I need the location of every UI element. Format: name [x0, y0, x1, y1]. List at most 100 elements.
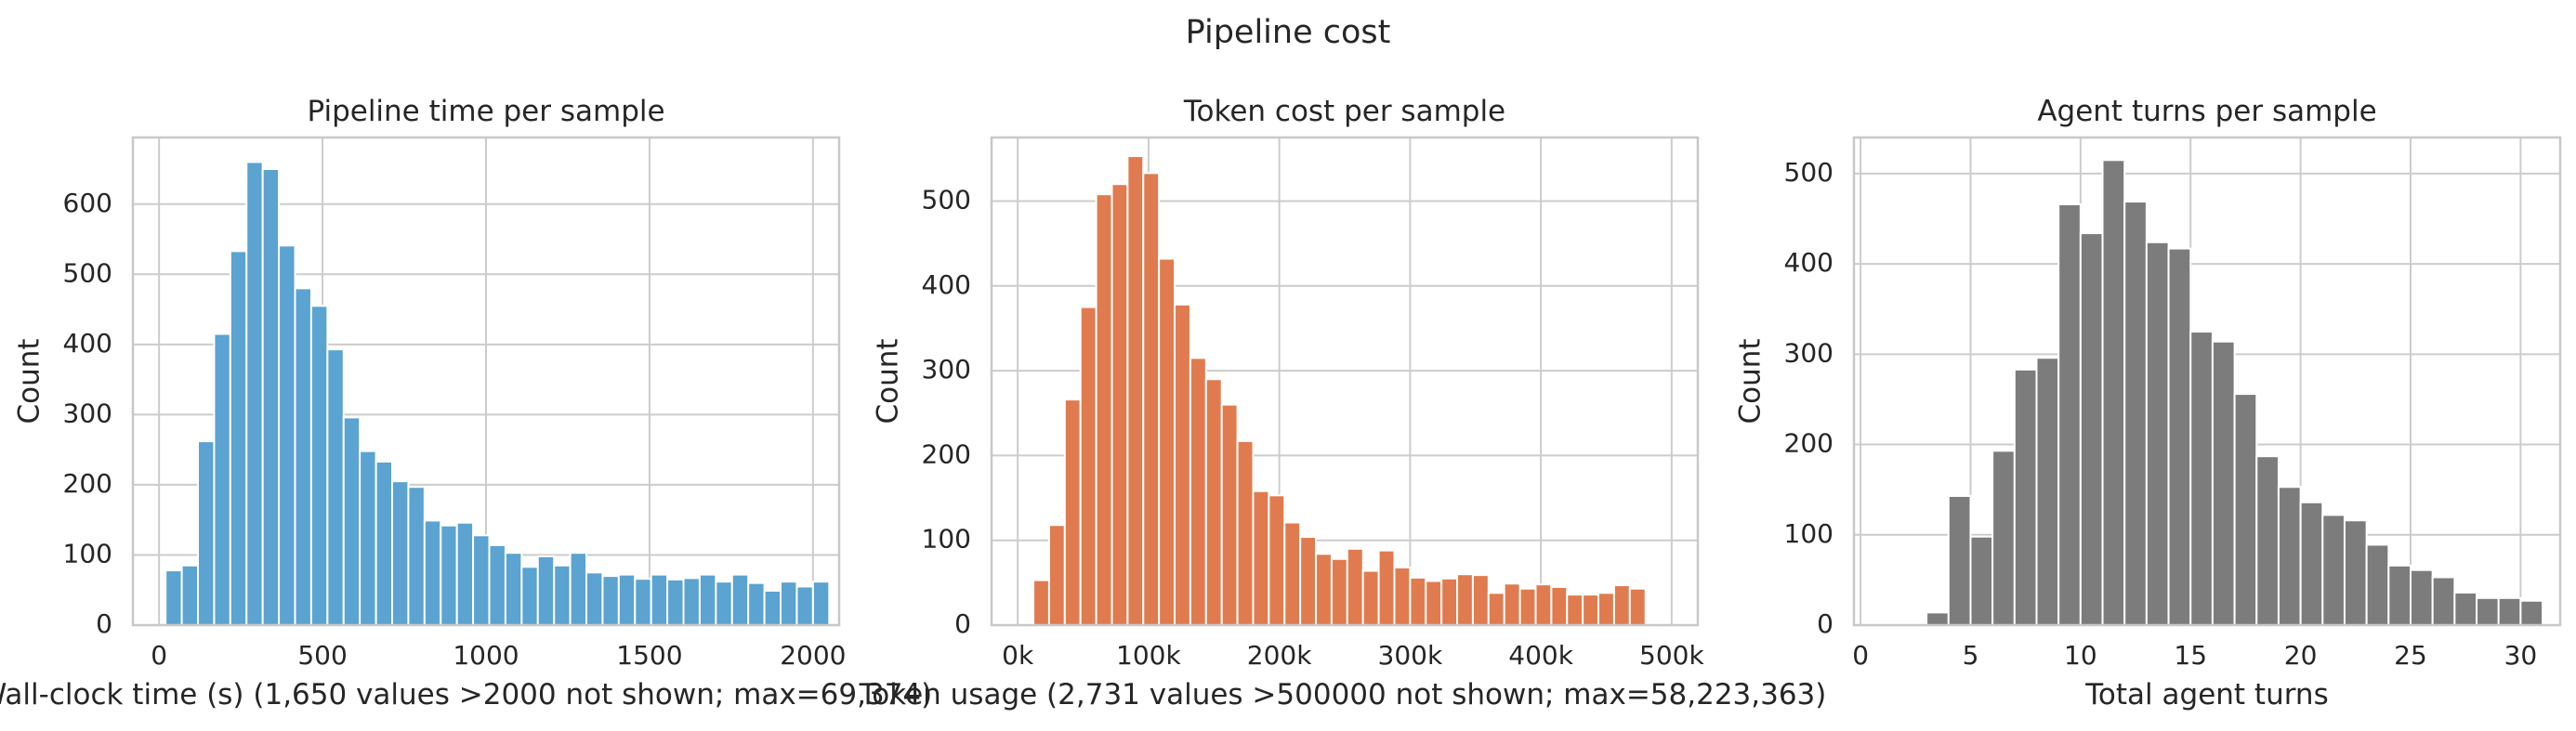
x-tick-label: 25: [2394, 640, 2427, 671]
histogram-bar: [1174, 303, 1191, 626]
histogram-bar: [2431, 576, 2456, 627]
histogram-bar: [2211, 340, 2236, 626]
x-tick-label: 400k: [1508, 640, 1573, 671]
y-axis-label: Count: [13, 338, 46, 424]
x-tick-label: 0k: [1002, 640, 1034, 671]
histogram-bar: [1393, 566, 1412, 626]
histogram-bar: [1126, 155, 1145, 627]
histogram-bar: [1189, 357, 1207, 626]
histogram-bar: [2277, 486, 2302, 626]
histogram-bar: [2035, 357, 2060, 626]
histogram-bar: [715, 581, 733, 626]
histogram-bar: [180, 564, 200, 627]
y-tick-label: 200: [63, 468, 112, 499]
histogram-bar: [1534, 583, 1553, 626]
histogram-bar: [520, 566, 539, 627]
x-tick-label: 500: [297, 640, 347, 671]
histogram-bar: [326, 348, 345, 626]
histogram-bar: [2145, 241, 2170, 626]
histogram-bar: [1566, 594, 1584, 626]
histogram-bar: [2497, 596, 2522, 626]
histogram-bar: [440, 524, 458, 627]
histogram-bar: [1315, 553, 1333, 626]
histogram-bar: [213, 333, 231, 626]
x-tick-label: 0: [1852, 640, 1869, 671]
y-tick-label: 0: [954, 608, 971, 639]
panel-token-cost: Token cost per sample Count Token usage …: [859, 95, 1827, 711]
plot-frame: [990, 136, 1700, 627]
y-tick-label: 400: [1784, 247, 1833, 278]
histogram-bar: [1550, 585, 1569, 626]
histogram-bar: [1440, 577, 1459, 626]
y-tick-label: 200: [922, 438, 971, 469]
histogram-bar: [2476, 596, 2500, 626]
histogram-bar: [730, 573, 750, 626]
y-tick-label: 500: [1784, 157, 1833, 188]
histogram-bar: [601, 575, 620, 627]
histogram-bar: [472, 534, 491, 626]
histogram-bar: [1047, 524, 1066, 626]
y-tick-label: 500: [922, 184, 971, 215]
y-tick-label: 400: [63, 328, 112, 359]
histogram-bar: [488, 543, 506, 626]
histogram-bar: [1095, 193, 1113, 626]
histogram-bar: [1032, 579, 1050, 627]
histogram-bar: [1346, 547, 1364, 627]
histogram-bar: [763, 589, 782, 626]
histogram-bar: [375, 460, 394, 626]
histogram-bar: [278, 244, 296, 626]
y-tick-label: 400: [922, 269, 971, 300]
histogram-bar: [811, 581, 831, 626]
histogram-bar: [423, 519, 442, 626]
histogram-bar: [1456, 573, 1474, 627]
y-tick-label: 100: [63, 538, 112, 568]
histogram-bar: [229, 250, 248, 626]
x-tick-label: 300k: [1378, 640, 1443, 671]
panel-pipeline-time: Pipeline time per sample Count Wall-cloc…: [0, 95, 932, 711]
figure-title: Pipeline cost: [1186, 14, 1391, 51]
x-tick-label: 200k: [1247, 640, 1312, 671]
histogram-bar: [342, 416, 361, 626]
histogram-bar: [634, 578, 652, 626]
y-tick-label: 300: [63, 398, 112, 428]
x-axis-label: Wall-clock time (s) (1,650 values >2000 …: [0, 678, 932, 711]
histogram-bar: [585, 571, 604, 627]
histogram-bar: [2101, 159, 2126, 627]
x-tick-label: 20: [2284, 640, 2318, 671]
plot-frame: [131, 136, 841, 627]
histogram-bar: [2321, 514, 2346, 627]
histogram-bar: [536, 555, 556, 627]
x-tick-label: 30: [2504, 640, 2538, 671]
x-tick-label: 15: [2174, 640, 2207, 671]
histogram-bar: [1582, 594, 1600, 626]
panel-agent-turns: Agent turns per sample Count Total agent…: [1734, 95, 2562, 711]
histogram-bar: [407, 486, 426, 627]
histogram-bar: [1471, 574, 1490, 626]
histogram-bar: [553, 564, 572, 627]
histogram-bar: [747, 581, 766, 627]
histogram-bar: [504, 552, 523, 627]
x-tick-label: 2000: [780, 640, 846, 671]
x-tick-label: 10: [2064, 640, 2097, 671]
x-tick-label: 1500: [616, 640, 682, 671]
histogram-bar: [1158, 257, 1176, 626]
histogram-bar: [682, 577, 701, 626]
bars: [1925, 159, 2544, 627]
histogram-bar: [1204, 378, 1223, 626]
histogram-bar: [2167, 247, 2192, 626]
y-axis-label: Count: [1734, 338, 1768, 424]
histogram-bar: [2189, 331, 2214, 626]
histogram-bar: [391, 480, 410, 626]
x-axis-label: Total agent turns: [2084, 678, 2328, 711]
histogram-bar: [1299, 536, 1318, 626]
bars: [1032, 155, 1647, 627]
histogram-bar: [1063, 398, 1082, 626]
histogram-bar: [780, 581, 798, 626]
y-tick-label: 300: [922, 354, 971, 385]
histogram-bar: [197, 440, 216, 626]
y-tick-label: 0: [1817, 608, 1833, 639]
x-tick-label: 0: [151, 640, 167, 671]
x-tick-label: 100k: [1116, 640, 1181, 671]
histogram-bar: [1220, 403, 1239, 627]
y-tick-label: 500: [63, 257, 112, 288]
